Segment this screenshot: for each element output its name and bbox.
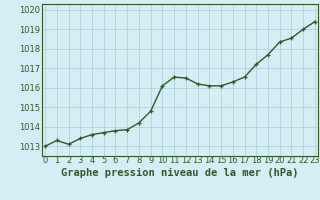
X-axis label: Graphe pression niveau de la mer (hPa): Graphe pression niveau de la mer (hPa) — [61, 168, 299, 178]
